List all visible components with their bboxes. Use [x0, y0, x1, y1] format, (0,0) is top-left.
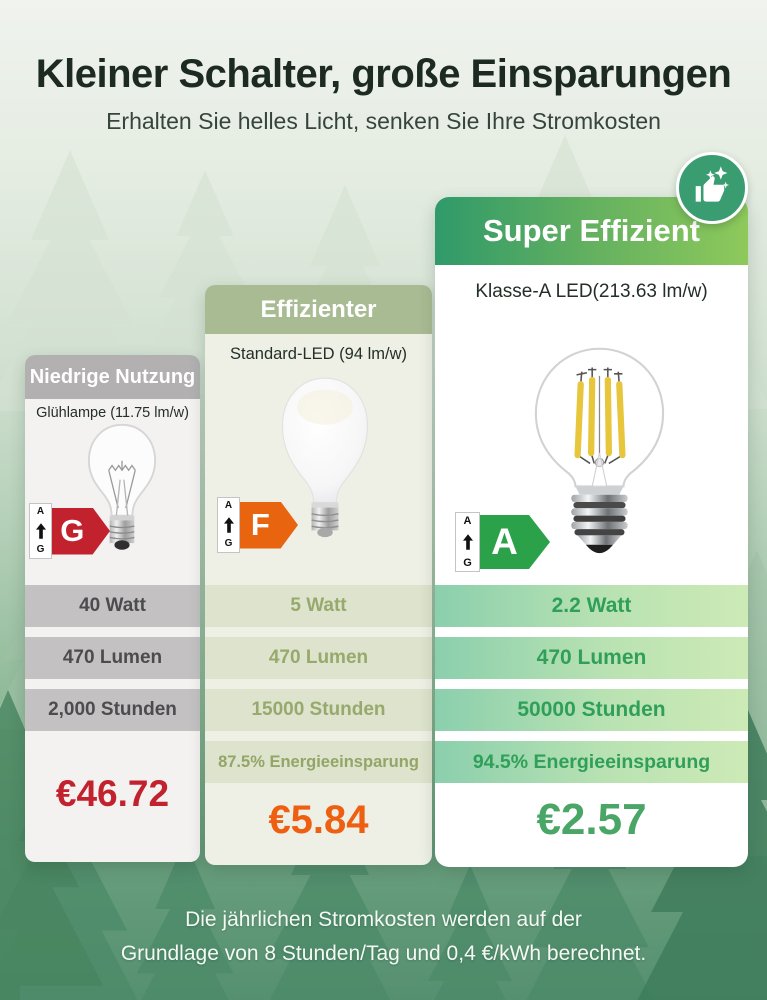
- card-incandescent: Niedrige Nutzung Glühlampe (11.75 lm/w): [25, 355, 200, 862]
- product-label: Standard-LED (94 lm/w): [230, 345, 407, 363]
- savings-row: 94.5% Energieeinsparung: [435, 741, 748, 783]
- up-arrow-icon: [223, 517, 234, 533]
- thumbs-up-sparkles-icon: [695, 166, 730, 202]
- energy-scale-strip: A G: [29, 503, 52, 559]
- energy-class-tag: G: [52, 507, 110, 555]
- scale-top-letter: A: [224, 500, 233, 511]
- up-arrow-icon: [35, 523, 46, 539]
- watt-row: 40 Watt: [25, 585, 200, 627]
- scale-bottom-letter: G: [36, 544, 45, 555]
- annual-cost: €2.57: [536, 795, 647, 844]
- footer-line1: Die jährlichen Stromkosten werden auf de…: [185, 908, 582, 931]
- lifespan-row: 50000 Stunden: [435, 689, 748, 731]
- energy-class-tag: F: [240, 501, 298, 549]
- tier-header-mid: Effizienter: [205, 285, 432, 334]
- product-label: Klasse-A LED(213.63 lm/w): [475, 281, 708, 302]
- scale-bottom-letter: G: [224, 538, 233, 549]
- watt-row: 2.2 Watt: [435, 585, 748, 627]
- incandescent-bulb-image: [87, 423, 156, 550]
- footer-line2: Grundlage von 8 Stunden/Tag und 0,4 €/kW…: [120, 942, 647, 965]
- energy-scale-strip: A G: [217, 497, 240, 553]
- energy-label-g: A G G: [29, 503, 110, 559]
- scale-top-letter: A: [463, 515, 472, 527]
- frosted-led-bulb-image: [281, 377, 368, 538]
- savings-row: 87.5% Energieeinsparung: [205, 741, 432, 783]
- annual-cost: €46.72: [55, 773, 170, 814]
- footer-note: Die jährlichen Stromkosten werden auf de…: [0, 903, 767, 971]
- lumen-row: 470 Lumen: [205, 637, 432, 679]
- energy-class-letter: G: [60, 513, 85, 548]
- energy-label-a: A G A: [455, 512, 550, 572]
- lumen-row: 470 Lumen: [435, 637, 748, 679]
- scale-bottom-letter: G: [463, 557, 472, 569]
- energy-class-letter: F: [250, 507, 270, 542]
- scale-top-letter: A: [36, 506, 45, 517]
- watt-row: 5 Watt: [205, 585, 432, 627]
- page-subtitle: Erhalten Sie helles Licht, senken Sie Ih…: [106, 108, 661, 134]
- annual-cost: €5.84: [268, 798, 369, 842]
- lifespan-row: 2,000 Stunden: [25, 689, 200, 731]
- filament-led-bulb-image: [534, 347, 664, 554]
- lumen-row: 470 Lumen: [25, 637, 200, 679]
- page-title: Kleiner Schalter, große Einsparungen: [35, 52, 732, 96]
- energy-class-letter: A: [491, 521, 518, 562]
- product-label: Glühlampe (11.75 lm/w): [36, 405, 189, 421]
- energy-class-tag: A: [480, 515, 550, 569]
- tier-header-low: Niedrige Nutzung: [25, 355, 200, 399]
- energy-scale-strip: A G: [455, 512, 480, 572]
- lifespan-row: 15000 Stunden: [205, 689, 432, 731]
- card-standard-led: Effizienter Standard-LED (94 lm/w) A G: [205, 285, 432, 865]
- energy-label-f: A G F: [217, 497, 298, 553]
- award-badge: [676, 152, 748, 224]
- card-class-a-led: Super Effizient Klasse-A LED(213.63 lm/w…: [435, 197, 748, 867]
- up-arrow-icon: [462, 534, 473, 550]
